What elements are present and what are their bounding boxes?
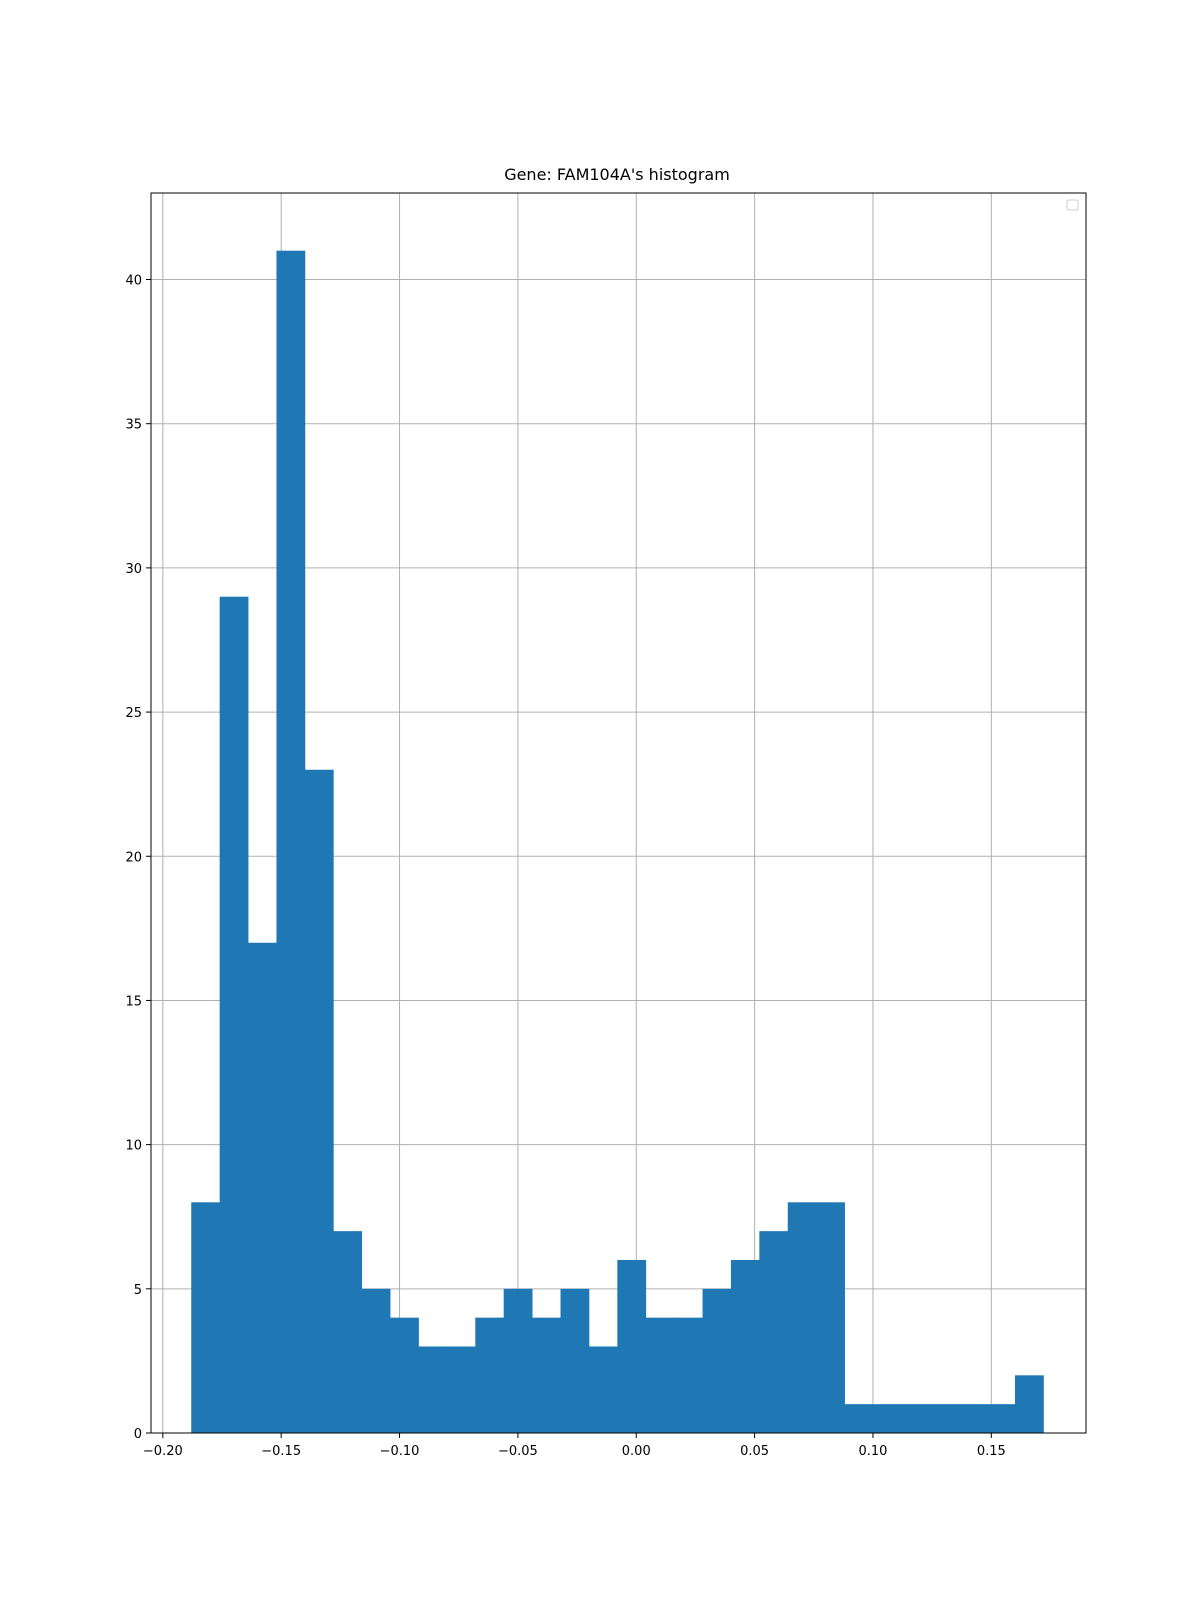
histogram-bar xyxy=(503,1288,533,1433)
chart-title: Gene: FAM104A's histogram xyxy=(504,165,730,184)
y-tick-label: 30 xyxy=(125,562,142,577)
histogram-bar xyxy=(986,1404,1016,1433)
x-tick-label: −0.20 xyxy=(143,1444,183,1459)
histogram-bar xyxy=(276,250,306,1433)
y-axis-ticks: 0 5 10 15 20 25 30 35 40 xyxy=(125,274,151,1442)
histogram-bar xyxy=(872,1404,902,1433)
x-tick-label: −0.15 xyxy=(261,1444,301,1459)
histogram-bar xyxy=(588,1346,618,1433)
histogram-bar xyxy=(446,1346,476,1433)
y-tick-label: 5 xyxy=(134,1283,142,1298)
plot-frame xyxy=(150,192,1087,1434)
x-tick-label: −0.05 xyxy=(498,1444,538,1459)
histogram-bar xyxy=(901,1404,931,1433)
histogram-bar xyxy=(560,1288,590,1433)
histogram-bar xyxy=(929,1404,959,1433)
y-tick-label: 40 xyxy=(125,274,142,289)
legend-box xyxy=(1066,199,1079,211)
histogram-bar xyxy=(702,1288,732,1433)
histogram-bar xyxy=(1014,1375,1044,1433)
histogram-bar xyxy=(617,1259,647,1433)
histogram-bar xyxy=(645,1317,675,1433)
y-tick-label: 35 xyxy=(125,418,142,433)
x-tick-label: 0.00 xyxy=(622,1444,651,1459)
histogram-bar xyxy=(730,1259,760,1433)
x-tick-label: −0.10 xyxy=(380,1444,420,1459)
histogram-bar xyxy=(475,1317,505,1433)
y-tick-label: 10 xyxy=(125,1139,142,1154)
histogram-bar xyxy=(418,1346,448,1433)
y-tick-label: 25 xyxy=(125,706,142,721)
histogram-bar xyxy=(816,1202,845,1433)
histogram-bars xyxy=(191,250,1044,1433)
histogram-bar xyxy=(958,1404,987,1433)
y-tick-label: 0 xyxy=(134,1427,142,1442)
histogram-bar xyxy=(248,942,277,1433)
histogram-bar xyxy=(674,1317,703,1433)
histogram-bar xyxy=(390,1317,419,1433)
x-tick-label: 0.10 xyxy=(858,1444,887,1459)
histogram-bar xyxy=(304,769,334,1433)
histogram-bar xyxy=(532,1317,561,1433)
histogram-bar xyxy=(844,1404,874,1433)
x-axis-ticks: −0.20 −0.15 −0.10 −0.05 0.00 0.05 0.10 0.15 xyxy=(143,1433,1006,1459)
histogram-bar xyxy=(787,1202,817,1433)
histogram-bar xyxy=(219,596,249,1433)
histogram-bar xyxy=(759,1231,789,1433)
histogram-bar xyxy=(361,1288,391,1433)
x-tick-label: 0.15 xyxy=(977,1444,1006,1459)
y-tick-label: 20 xyxy=(125,850,142,865)
x-tick-label: 0.05 xyxy=(740,1444,769,1459)
histogram-bar xyxy=(333,1231,363,1433)
histogram-bar xyxy=(191,1202,221,1433)
y-tick-label: 15 xyxy=(125,994,142,1009)
grid-lines xyxy=(151,193,1086,1434)
